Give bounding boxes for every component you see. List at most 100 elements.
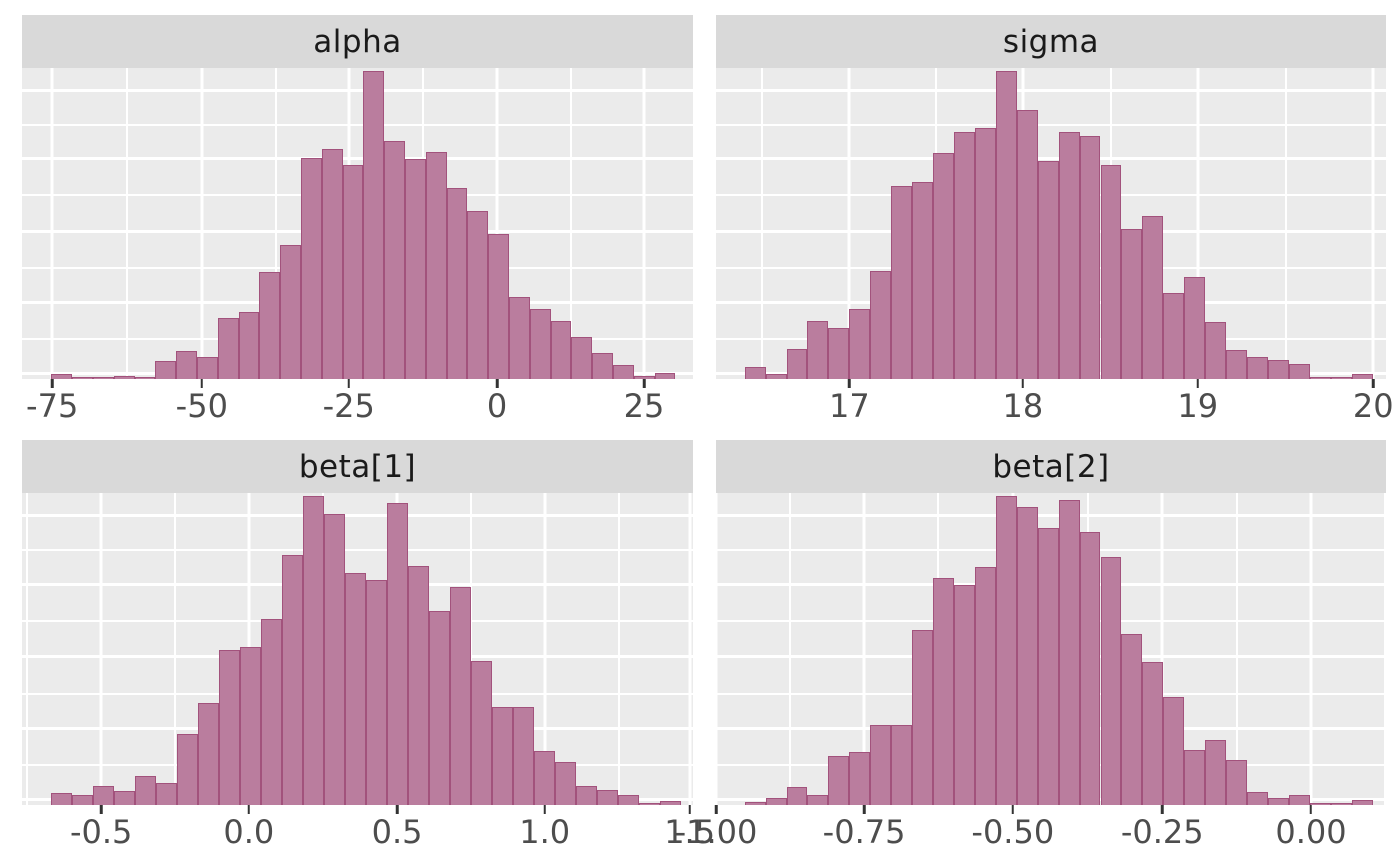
histogram-bar [492, 706, 514, 805]
facet-title: beta[1] [298, 448, 417, 485]
gridline-vertical-minor [760, 68, 763, 379]
histogram-bar [471, 661, 493, 805]
gridline-vertical-major [688, 493, 692, 805]
histogram-bar [429, 611, 451, 805]
histogram-bar [1205, 739, 1227, 805]
histogram-bar [1184, 749, 1206, 805]
x-tick-label: 0.0 [223, 813, 275, 851]
histogram-bar [51, 374, 73, 379]
histogram-bar [282, 555, 304, 805]
facet-sigma: sigma 17 18 19 20 [716, 15, 1394, 429]
gridline-vertical-major [200, 68, 204, 379]
gridline-vertical-major [847, 68, 851, 379]
gridline-vertical-minor [1383, 493, 1386, 805]
histogram-bar [1351, 374, 1373, 379]
histogram-bar [198, 702, 220, 805]
x-tick-mark [848, 379, 851, 388]
histogram-bar [974, 567, 996, 805]
histogram-bar [217, 318, 239, 379]
x-tick-label: 1.5 [664, 813, 716, 851]
histogram-bar [387, 503, 409, 805]
histogram-bars [744, 68, 1373, 379]
histogram-bar [134, 376, 156, 379]
histogram-bar [240, 646, 262, 805]
facet-alpha: alpha -75 -50 -25 0 25 [22, 15, 693, 429]
histogram-bar [384, 141, 405, 379]
x-tick-label: 1.0 [519, 813, 571, 851]
histogram-bar [995, 71, 1017, 379]
histogram-bar [1121, 228, 1143, 379]
x-tick-mark [543, 805, 546, 814]
histogram-bar [849, 309, 871, 379]
gridline-vertical-major [1371, 68, 1375, 379]
x-tick-mark [1160, 805, 1164, 814]
histogram-bar [1016, 507, 1038, 805]
histogram-bar [259, 272, 281, 379]
histogram-bar [592, 352, 613, 379]
x-tick-mark [247, 805, 251, 814]
histogram-bar [450, 586, 472, 805]
x-tick-label: -50 [175, 387, 228, 425]
facet-beta-2: beta[2] -1.00 -0.75 -0.50 -0.25 0.00 [675, 440, 1386, 855]
gridline-horizontal-minor [22, 123, 693, 126]
x-tick-label: 18 [1002, 387, 1044, 425]
histogram-bar [1100, 165, 1122, 379]
x-tick-mark [714, 805, 718, 814]
gridline-horizontal-major [716, 88, 1386, 92]
x-tick-mark [99, 805, 103, 814]
histogram-bar [366, 580, 388, 805]
histogram-bar [974, 128, 996, 379]
histogram-bar [550, 320, 572, 379]
x-tick-mark [1372, 379, 1375, 388]
histogram-bar [849, 751, 871, 805]
gridline-horizontal-major [716, 157, 1386, 161]
histogram-bar [995, 496, 1017, 805]
x-tick-label: 0 [486, 387, 508, 425]
facet-beta-1: beta[1] -0.5 0.0 0.5 1.0 1.5 [22, 440, 715, 855]
histogram-bar [534, 750, 556, 805]
histogram-bar [1121, 634, 1143, 805]
gridline-horizontal-major [22, 88, 693, 92]
histogram-bar [953, 585, 975, 805]
x-tick-label: 0.5 [371, 813, 423, 851]
histogram-bar [1037, 160, 1059, 379]
histogram-bar [870, 724, 892, 805]
histogram-bar [1309, 802, 1331, 805]
histogram-bar [51, 793, 73, 805]
histogram-bar [1058, 132, 1080, 379]
histogram-bar [176, 351, 197, 379]
histogram-bar [72, 794, 94, 805]
histogram-bar [1226, 349, 1247, 379]
histogram-bar [828, 755, 850, 805]
gridline-vertical-major [543, 493, 547, 805]
histogram-bar [654, 373, 676, 379]
gridline-vertical-major [862, 493, 866, 805]
histogram-bar [261, 618, 283, 805]
x-tick-label: 19 [1177, 387, 1219, 425]
histogram-bar [321, 149, 343, 379]
histogram-bar [660, 800, 682, 805]
facet-title: sigma [1002, 23, 1100, 60]
histogram-bar [1288, 794, 1310, 805]
histogram-bar [425, 151, 447, 379]
x-tick-label: 17 [828, 387, 870, 425]
gridline-vertical-minor [569, 68, 572, 379]
gridline-horizontal-major [22, 513, 693, 517]
histogram-bar [912, 629, 934, 805]
facet-strip-alpha: alpha [22, 15, 693, 68]
gridline-horizontal-minor [716, 123, 1386, 126]
facet-panel-alpha [22, 68, 693, 379]
histogram-bar [509, 297, 530, 379]
gridline-vertical-minor [788, 493, 791, 805]
histogram-bar [219, 650, 241, 805]
histogram-bar [1079, 135, 1101, 379]
gridline-vertical-major [1196, 68, 1200, 379]
histogram-bar [1079, 532, 1101, 805]
x-tick-mark [347, 379, 351, 388]
histogram-bar [744, 367, 766, 379]
histogram-bar [765, 797, 787, 805]
gridline-horizontal-major [22, 157, 693, 161]
histogram-bar [513, 706, 535, 805]
gridline-vertical-major [495, 68, 499, 379]
x-axis-sigma: 17 18 19 20 [716, 379, 1394, 429]
